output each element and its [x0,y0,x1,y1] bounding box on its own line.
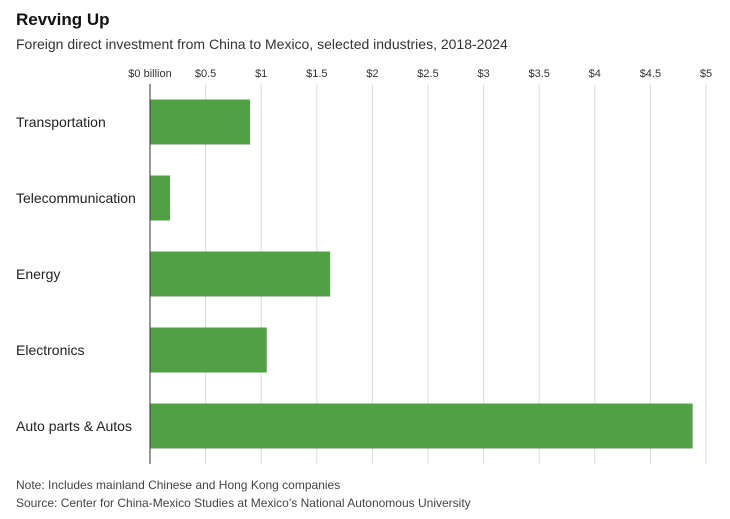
note-text: Note: Includes mainland Chinese and Hong… [16,478,341,492]
x-tick-label: $3 [477,68,489,80]
bar [150,175,171,221]
category-label: Telecommunication [16,190,136,206]
bar [150,327,267,373]
bar [150,99,251,145]
x-tick-label: $1.5 [306,68,327,80]
x-tick-label: $4 [589,68,601,80]
chart-subtitle: Foreign direct investment from China to … [16,36,508,52]
x-tick-label: $2 [366,68,378,80]
x-tick-label: $4.5 [640,68,661,80]
x-tick-label: $3.5 [528,68,549,80]
category-label: Auto parts & Autos [16,418,132,434]
category-label: Energy [16,266,60,282]
category-label: Transportation [16,114,106,130]
source-text: Source: Center for China-Mexico Studies … [16,496,471,510]
x-tick-label: $2.5 [417,68,438,80]
chart-footnotes: Note: Includes mainland Chinese and Hong… [16,476,471,512]
x-tick-label: $0.5 [195,68,216,80]
chart-title: Revving Up [16,10,110,29]
x-tick-label: $1 [255,68,267,80]
x-tick-label: $5 [700,68,712,80]
x-tick-label: $0 billion [128,68,171,80]
category-label: Electronics [16,342,84,358]
bar [150,251,331,297]
bar [150,403,693,449]
